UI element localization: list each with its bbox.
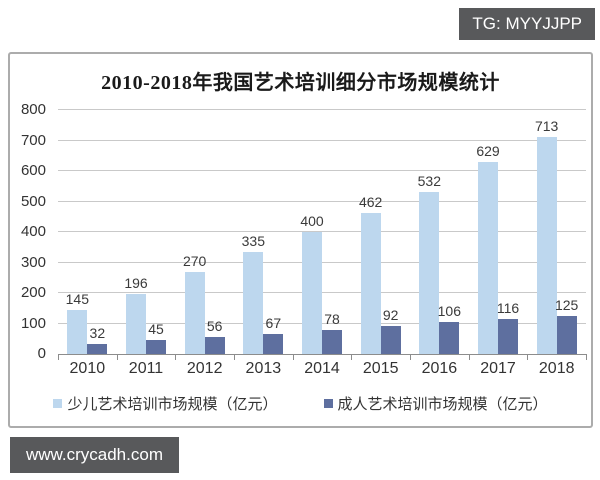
bar-children-2018 bbox=[536, 136, 557, 354]
bar-adult-2015 bbox=[380, 325, 401, 354]
legend: 少儿艺术培训市场规模（亿元） 成人艺术培训市场规模（亿元） bbox=[10, 393, 591, 414]
x-axis-line bbox=[58, 354, 586, 355]
x-axis-category-label: 2016 bbox=[421, 360, 458, 377]
bar-adult-2017 bbox=[498, 318, 518, 354]
bar-children-2014 bbox=[302, 232, 322, 354]
bar-value-label: 116 bbox=[496, 299, 520, 316]
bar-value-label: 713 bbox=[534, 117, 559, 134]
x-axis-tick bbox=[527, 354, 529, 360]
gridline bbox=[58, 261, 586, 263]
bar-value-label: 45 bbox=[148, 321, 164, 338]
x-axis-category-label: 2012 bbox=[186, 360, 223, 377]
bar-value-label: 56 bbox=[206, 317, 223, 334]
bar-value-label: 78 bbox=[324, 311, 340, 328]
bar-adult-2016 bbox=[439, 321, 460, 354]
legend-item: 成人艺术培训市场规模（亿元） bbox=[323, 393, 548, 414]
bar-children-2013 bbox=[243, 251, 264, 354]
bar-children-2011 bbox=[126, 294, 146, 354]
y-axis-tick-label: 500 bbox=[20, 192, 46, 210]
gridline bbox=[58, 200, 586, 202]
x-axis-category-label: 2015 bbox=[362, 360, 399, 377]
y-axis-tick-label: 0 bbox=[37, 345, 46, 362]
bar-children-2016 bbox=[419, 191, 440, 354]
bar-children-2010 bbox=[67, 309, 88, 354]
plot-area: 145 32 196 45 270 56 335 67 400 78 462 92 532 106 629 1… bbox=[58, 109, 587, 360]
y-axis-tick-label: 600 bbox=[20, 162, 46, 179]
bar-value-label: 335 bbox=[241, 232, 266, 249]
y-axis-tick-label: 700 bbox=[20, 131, 46, 149]
bar-adult-2011 bbox=[146, 340, 166, 354]
bar-value-label: 32 bbox=[89, 325, 106, 342]
y-axis-tick-label: 100 bbox=[20, 314, 46, 332]
x-axis-tick bbox=[586, 354, 587, 360]
bar-adult-2018 bbox=[556, 315, 577, 354]
bar-value-label: 629 bbox=[476, 143, 500, 160]
x-axis-category-label: 2018 bbox=[538, 360, 575, 377]
x-axis-tick bbox=[58, 354, 59, 360]
bar-children-2012 bbox=[184, 271, 205, 354]
bar-value-label: 462 bbox=[358, 194, 383, 211]
x-axis-labels: 2010 2011 2012 2013 2014 2015 2016 2017 2018 bbox=[58, 360, 586, 378]
y-axis-tick-label: 800 bbox=[20, 101, 46, 118]
legend-item: 少儿艺术培训市场规模（亿元） bbox=[53, 393, 278, 414]
gridline bbox=[58, 322, 586, 324]
bar-value-label: 125 bbox=[554, 296, 579, 313]
x-axis-category-label: 2010 bbox=[69, 360, 106, 377]
bar-value-label: 270 bbox=[182, 252, 207, 269]
legend-label: 少儿艺术培训市场规模（亿元） bbox=[67, 396, 278, 413]
x-axis-tick bbox=[351, 354, 353, 360]
y-axis: 0 100 200 300 400 500 600 700 800 bbox=[10, 102, 52, 362]
x-axis-tick bbox=[116, 354, 118, 360]
legend-marker-icon bbox=[323, 399, 333, 408]
x-axis-category-label: 2013 bbox=[245, 360, 282, 377]
legend-label: 成人艺术培训市场规模（亿元） bbox=[337, 396, 548, 413]
gridline bbox=[58, 139, 586, 141]
bar-value-label: 196 bbox=[124, 275, 148, 292]
watermark-top-badge: TG: MYYJJPP bbox=[459, 8, 595, 40]
bar-adult-2012 bbox=[204, 336, 225, 354]
x-axis-tick bbox=[234, 354, 235, 360]
bar-children-2017 bbox=[478, 162, 498, 354]
gridline bbox=[58, 109, 586, 110]
legend-marker-icon bbox=[53, 399, 63, 408]
x-axis-category-label: 2011 bbox=[128, 360, 164, 377]
watermark-bottom-badge: www.crycadh.com bbox=[10, 437, 179, 473]
bar-value-label: 532 bbox=[417, 172, 442, 189]
x-axis-tick bbox=[468, 354, 470, 360]
y-axis-tick-label: 300 bbox=[20, 253, 46, 271]
y-axis-tick-label: 400 bbox=[20, 223, 46, 240]
bar-value-label: 67 bbox=[265, 314, 282, 331]
bar-adult-2013 bbox=[263, 333, 284, 354]
x-axis-category-label: 2014 bbox=[304, 360, 340, 377]
bar-children-2015 bbox=[360, 213, 381, 354]
x-axis-tick bbox=[410, 354, 411, 360]
bar-value-label: 400 bbox=[300, 213, 324, 229]
bar-value-label: 106 bbox=[437, 302, 462, 319]
x-axis-category-label: 2017 bbox=[480, 360, 516, 377]
bar-adult-2010 bbox=[87, 344, 108, 354]
gridline bbox=[58, 231, 586, 232]
bar-adult-2014 bbox=[322, 330, 342, 354]
bar-value-label: 92 bbox=[382, 306, 399, 323]
x-axis-tick bbox=[175, 354, 177, 360]
gridline bbox=[58, 170, 586, 171]
x-axis-tick bbox=[292, 354, 294, 360]
bar-value-label: 145 bbox=[65, 290, 90, 307]
gridline bbox=[58, 292, 586, 293]
y-axis-tick-label: 200 bbox=[20, 284, 46, 301]
chart-frame: 2010-2018年我国艺术培训细分市场规模统计 0 100 200 300 400 50… bbox=[8, 52, 593, 428]
chart-title: 2010-2018年我国艺术培训细分市场规模统计 bbox=[101, 72, 500, 94]
